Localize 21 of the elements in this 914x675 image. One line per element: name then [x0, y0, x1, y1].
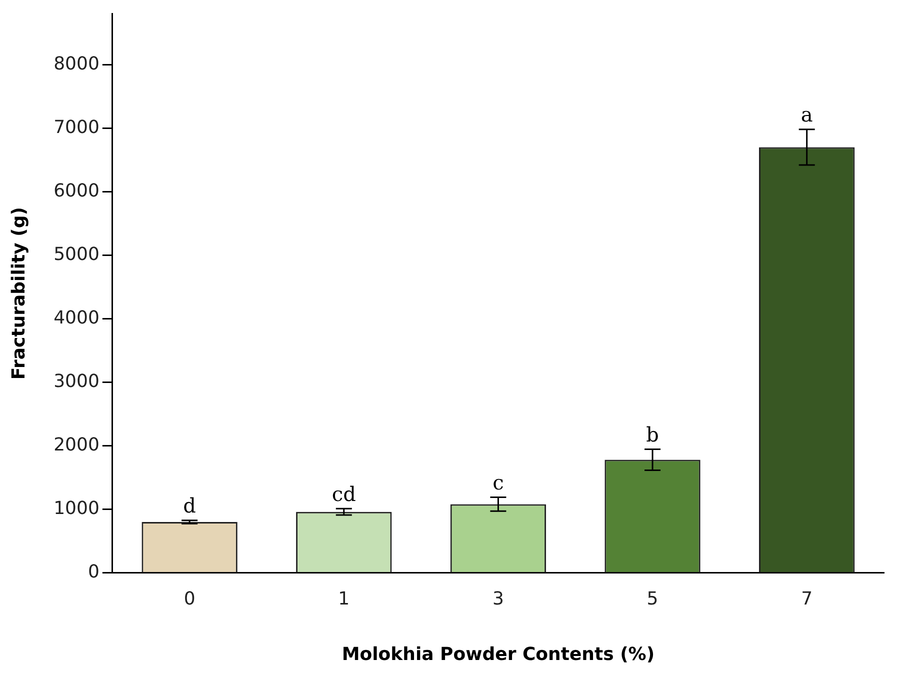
x-tick-label: 1	[338, 588, 350, 610]
y-axis-title: Fracturability (g)	[8, 206, 30, 380]
x-tick-label: 3	[492, 588, 504, 610]
x-tick-label: 0	[184, 588, 196, 610]
y-tick-label: 8000	[54, 53, 100, 74]
y-tick-label: 1000	[54, 498, 100, 519]
annotation: d	[183, 494, 196, 518]
annotation: c	[492, 470, 504, 494]
y-tick-label: 6000	[54, 180, 100, 202]
x-tick-label: 5	[646, 588, 658, 610]
annotation: b	[646, 422, 659, 446]
y-tick-label: 7000	[54, 116, 100, 138]
annotation: a	[800, 102, 813, 127]
y-tick-label: 0	[88, 561, 100, 582]
y-tick-label: 5000	[54, 244, 100, 265]
annotation: cd	[332, 482, 356, 506]
x-axis-title: Molokhia Powder Contents (%)	[342, 644, 655, 665]
y-tick-label: 2000	[54, 434, 100, 456]
x-tick-label: 7	[801, 588, 813, 610]
y-tick-label: 4000	[54, 307, 100, 328]
y-tick-label: 3000	[54, 370, 100, 392]
